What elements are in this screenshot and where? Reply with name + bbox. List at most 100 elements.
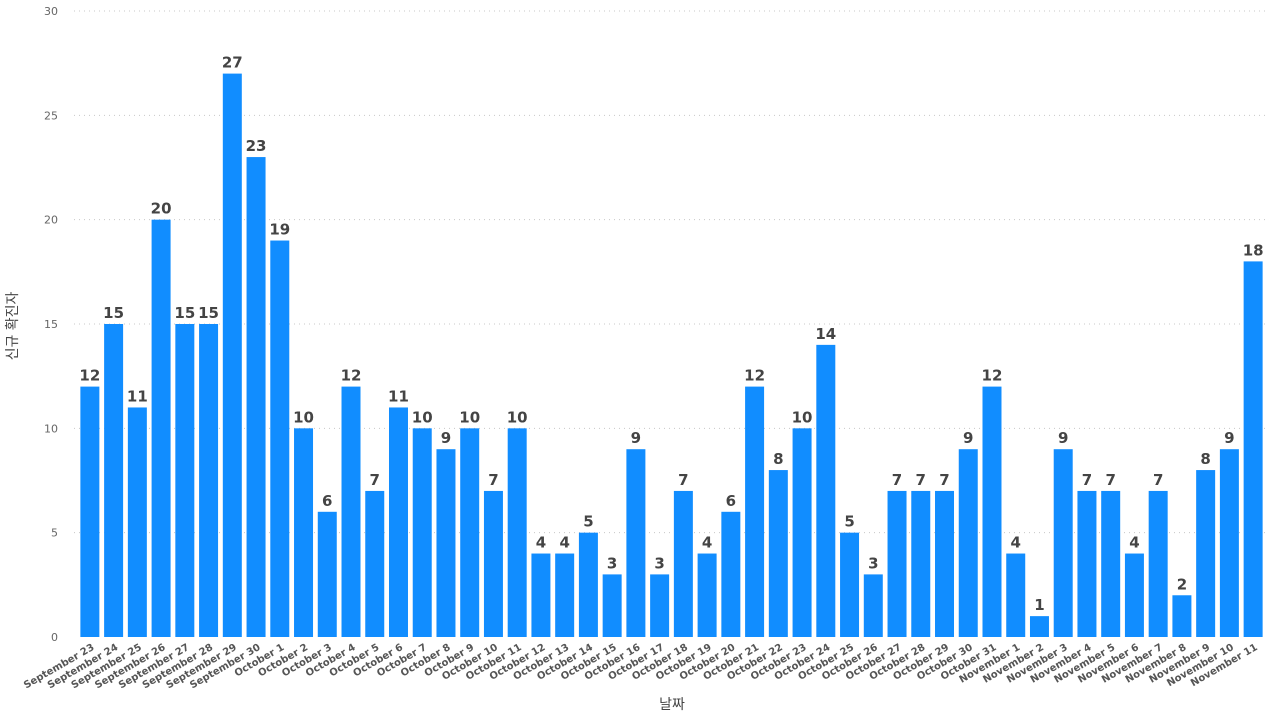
bar-value-label: 6 bbox=[322, 492, 332, 510]
bar-value-label: 5 bbox=[583, 513, 593, 531]
bar-value-label: 4 bbox=[559, 534, 569, 552]
bar bbox=[1029, 616, 1049, 637]
bar bbox=[935, 490, 955, 637]
bar-value-label: 15 bbox=[174, 304, 195, 322]
bar-value-label: 7 bbox=[892, 471, 902, 489]
bar-value-label: 8 bbox=[773, 450, 783, 468]
bar-value-label: 6 bbox=[726, 492, 736, 510]
bar-value-label: 8 bbox=[1200, 450, 1210, 468]
bar bbox=[816, 344, 836, 637]
bar bbox=[507, 428, 527, 637]
bar bbox=[555, 553, 575, 637]
bar-value-label: 7 bbox=[678, 471, 688, 489]
bar bbox=[531, 553, 551, 637]
bar bbox=[341, 386, 361, 637]
bar bbox=[792, 428, 812, 637]
bar-value-label: 5 bbox=[844, 513, 854, 531]
bar-value-label: 7 bbox=[1153, 471, 1163, 489]
bar-value-label: 15 bbox=[198, 304, 219, 322]
bar bbox=[650, 574, 670, 637]
bar bbox=[1006, 553, 1026, 637]
y-tick-label: 30 bbox=[44, 5, 58, 18]
bar bbox=[483, 490, 503, 637]
bar bbox=[1172, 595, 1192, 637]
bar bbox=[270, 240, 290, 638]
bar bbox=[412, 428, 432, 637]
bar-value-label: 3 bbox=[868, 554, 878, 572]
bar-value-label: 7 bbox=[1082, 471, 1092, 489]
bar-value-label: 10 bbox=[792, 408, 813, 426]
bar-value-label: 4 bbox=[536, 534, 546, 552]
bar bbox=[365, 490, 385, 637]
bar bbox=[151, 219, 171, 637]
bar bbox=[460, 428, 480, 637]
bar bbox=[294, 428, 314, 637]
bar bbox=[911, 490, 931, 637]
bar bbox=[578, 532, 598, 637]
bar-value-label: 12 bbox=[79, 367, 100, 385]
bar bbox=[246, 157, 266, 638]
bar-value-label: 11 bbox=[388, 387, 409, 405]
bar-value-label: 9 bbox=[1058, 429, 1068, 447]
bar-value-label: 12 bbox=[744, 367, 765, 385]
bar-value-label: 14 bbox=[815, 325, 836, 343]
bar-value-label: 10 bbox=[412, 408, 433, 426]
bar bbox=[840, 532, 860, 637]
bar-value-label: 15 bbox=[103, 304, 124, 322]
bar-value-label: 19 bbox=[269, 221, 290, 239]
bar-value-label: 9 bbox=[441, 429, 451, 447]
bar bbox=[1077, 490, 1097, 637]
bar bbox=[1101, 490, 1121, 637]
bar-value-label: 9 bbox=[1224, 429, 1234, 447]
bar-value-label: 7 bbox=[488, 471, 498, 489]
bar-value-label: 7 bbox=[370, 471, 380, 489]
bar bbox=[863, 574, 883, 637]
bar-value-label: 23 bbox=[246, 137, 267, 155]
bar-value-label: 7 bbox=[1105, 471, 1115, 489]
bar bbox=[745, 386, 765, 637]
bar bbox=[626, 449, 646, 637]
bar bbox=[1124, 553, 1144, 637]
bar-value-label: 3 bbox=[654, 554, 664, 572]
bar bbox=[127, 407, 147, 637]
y-axis-title: 신규 확진자 bbox=[5, 291, 21, 360]
bar bbox=[1243, 261, 1263, 637]
bar-value-label: 1 bbox=[1034, 596, 1044, 614]
bar-value-label: 7 bbox=[916, 471, 926, 489]
bar-value-label: 2 bbox=[1177, 575, 1187, 593]
y-axis-ticks: 0 5 10 15 20 25 30 bbox=[44, 5, 58, 644]
bar-value-label: 9 bbox=[631, 429, 641, 447]
bar bbox=[1219, 449, 1239, 637]
bar-value-label: 4 bbox=[702, 534, 712, 552]
bar-value-label: 4 bbox=[1129, 534, 1139, 552]
bar-value-label: 12 bbox=[982, 367, 1003, 385]
bar-value-label: 12 bbox=[341, 367, 362, 385]
bars bbox=[80, 73, 1263, 638]
bar-value-label: 9 bbox=[963, 429, 973, 447]
bar-value-label: 20 bbox=[151, 200, 172, 218]
bar-value-label: 18 bbox=[1243, 241, 1264, 259]
bar bbox=[175, 324, 195, 637]
y-tick-label: 25 bbox=[44, 109, 58, 122]
y-tick-label: 20 bbox=[44, 214, 58, 227]
bar-value-label: 7 bbox=[939, 471, 949, 489]
y-tick-label: 0 bbox=[51, 631, 58, 644]
bar-value-label: 10 bbox=[507, 408, 528, 426]
bar bbox=[768, 470, 788, 637]
y-tick-label: 15 bbox=[44, 318, 58, 331]
bar bbox=[721, 511, 741, 637]
bar-value-label: 10 bbox=[459, 408, 480, 426]
bar bbox=[602, 574, 622, 637]
bar bbox=[982, 386, 1002, 637]
bar bbox=[104, 324, 124, 637]
bar bbox=[1148, 490, 1168, 637]
bar-value-label: 27 bbox=[222, 54, 243, 72]
bar bbox=[1196, 470, 1216, 637]
bar bbox=[222, 73, 242, 638]
bar bbox=[887, 490, 907, 637]
bar bbox=[80, 386, 100, 637]
